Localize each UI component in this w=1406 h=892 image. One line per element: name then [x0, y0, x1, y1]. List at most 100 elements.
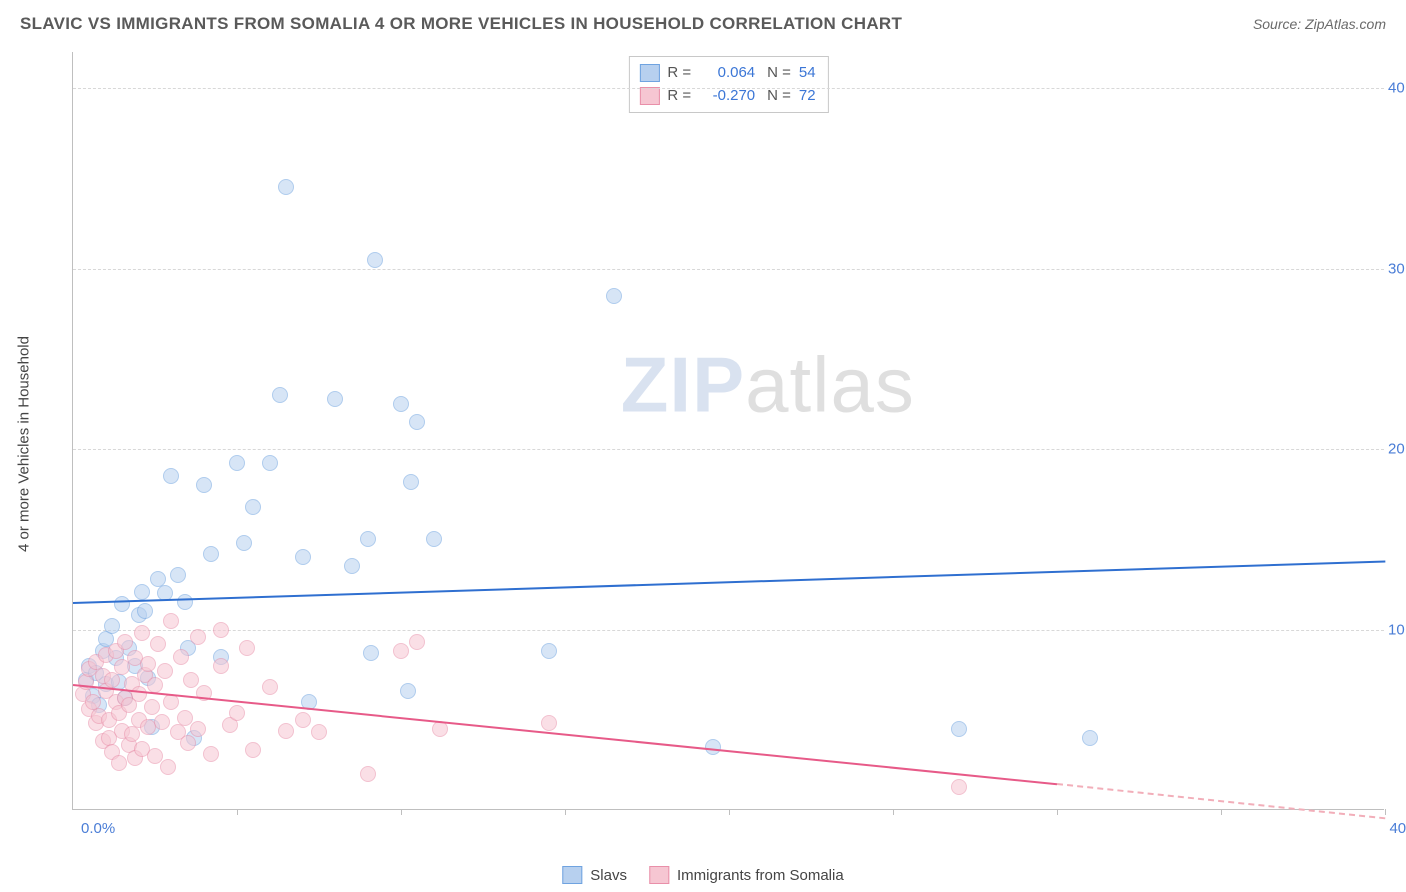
- r-value: 0.064: [699, 61, 755, 84]
- corr-row: R = 0.064 N = 54: [639, 61, 815, 84]
- legend-swatch: [639, 64, 659, 82]
- chart-title: SLAVIC VS IMMIGRANTS FROM SOMALIA 4 OR M…: [20, 14, 902, 34]
- scatter-point: [163, 613, 179, 629]
- scatter-point: [140, 656, 156, 672]
- scatter-point: [154, 714, 170, 730]
- scatter-point: [403, 474, 419, 490]
- scatter-point: [327, 391, 343, 407]
- scatter-point: [137, 603, 153, 619]
- scatter-point: [190, 629, 206, 645]
- scatter-point: [262, 455, 278, 471]
- x-min-label: 0.0%: [81, 820, 115, 837]
- gridline: [73, 88, 1384, 89]
- scatter-point: [426, 531, 442, 547]
- plot-area: ZIPatlas R =0.064N =54R =-0.270N =72 0.0…: [72, 52, 1384, 810]
- correlation-box: R =0.064N =54R =-0.270N =72: [628, 56, 828, 113]
- scatter-point: [367, 252, 383, 268]
- source-label: Source: ZipAtlas.com: [1253, 16, 1386, 32]
- scatter-point: [360, 531, 376, 547]
- scatter-point: [541, 643, 557, 659]
- scatter-point: [183, 672, 199, 688]
- scatter-point: [409, 414, 425, 430]
- chart-container: 4 or more Vehicles in Household ZIPatlas…: [54, 52, 1384, 836]
- scatter-point: [951, 721, 967, 737]
- scatter-point: [262, 679, 278, 695]
- scatter-point: [134, 584, 150, 600]
- y-tick-label: 30.0%: [1388, 260, 1406, 277]
- watermark-atlas: atlas: [745, 341, 915, 429]
- scatter-point: [278, 723, 294, 739]
- scatter-point: [173, 649, 189, 665]
- scatter-point: [170, 567, 186, 583]
- scatter-point: [114, 596, 130, 612]
- scatter-point: [344, 558, 360, 574]
- trend-line: [73, 684, 1057, 785]
- scatter-point: [295, 549, 311, 565]
- legend-item: Immigrants from Somalia: [649, 866, 844, 884]
- scatter-point: [150, 636, 166, 652]
- scatter-point: [163, 468, 179, 484]
- x-tick: [565, 809, 566, 815]
- gridline: [73, 449, 1384, 450]
- scatter-point: [117, 634, 133, 650]
- x-tick: [1221, 809, 1222, 815]
- watermark-zip: ZIP: [621, 341, 745, 429]
- x-max-label: 40.0%: [1389, 820, 1406, 837]
- scatter-point: [180, 735, 196, 751]
- scatter-point: [131, 686, 147, 702]
- scatter-point: [239, 640, 255, 656]
- scatter-point: [203, 746, 219, 762]
- scatter-point: [177, 594, 193, 610]
- scatter-point: [295, 712, 311, 728]
- scatter-point: [104, 618, 120, 634]
- scatter-point: [393, 396, 409, 412]
- x-tick: [1385, 809, 1386, 815]
- scatter-point: [409, 634, 425, 650]
- y-tick-label: 40.0%: [1388, 80, 1406, 97]
- y-axis-title: 4 or more Vehicles in Household: [16, 336, 33, 552]
- scatter-point: [400, 683, 416, 699]
- scatter-point: [245, 742, 261, 758]
- legend-swatch: [562, 866, 582, 884]
- legend-item: Slavs: [562, 866, 627, 884]
- scatter-point: [203, 546, 219, 562]
- x-tick: [893, 809, 894, 815]
- scatter-point: [393, 643, 409, 659]
- legend-swatch: [649, 866, 669, 884]
- x-tick: [1057, 809, 1058, 815]
- scatter-point: [229, 705, 245, 721]
- scatter-point: [157, 663, 173, 679]
- scatter-point: [160, 759, 176, 775]
- scatter-point: [236, 535, 252, 551]
- scatter-point: [606, 288, 622, 304]
- scatter-point: [951, 779, 967, 795]
- gridline: [73, 269, 1384, 270]
- legend-label: Immigrants from Somalia: [677, 867, 844, 884]
- legend-label: Slavs: [590, 867, 627, 884]
- r-label: R =: [667, 61, 691, 84]
- trend-line: [73, 561, 1385, 605]
- scatter-point: [278, 179, 294, 195]
- n-label: N =: [767, 61, 791, 84]
- x-tick: [729, 809, 730, 815]
- y-tick-label: 10.0%: [1388, 621, 1406, 638]
- scatter-point: [311, 724, 327, 740]
- scatter-point: [134, 625, 150, 641]
- scatter-point: [124, 726, 140, 742]
- scatter-point: [245, 499, 261, 515]
- scatter-point: [111, 755, 127, 771]
- n-value: 54: [799, 61, 816, 84]
- scatter-point: [190, 721, 206, 737]
- scatter-point: [1082, 730, 1098, 746]
- y-tick-label: 20.0%: [1388, 441, 1406, 458]
- scatter-point: [196, 477, 212, 493]
- scatter-point: [360, 766, 376, 782]
- scatter-point: [363, 645, 379, 661]
- scatter-point: [705, 739, 721, 755]
- scatter-point: [213, 622, 229, 638]
- gridline: [73, 630, 1384, 631]
- x-tick: [237, 809, 238, 815]
- legend-swatch: [639, 87, 659, 105]
- x-tick: [401, 809, 402, 815]
- scatter-point: [272, 387, 288, 403]
